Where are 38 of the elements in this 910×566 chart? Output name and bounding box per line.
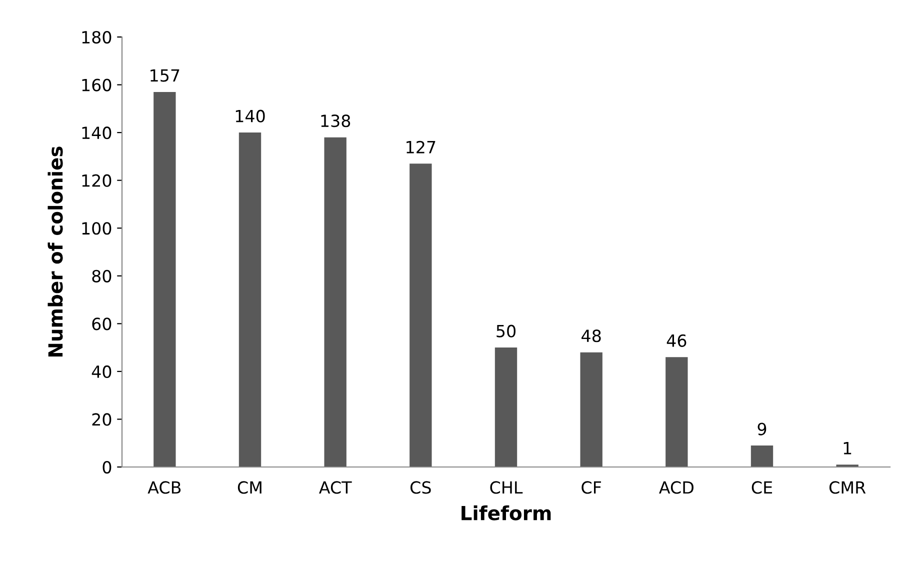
x-axis-title: Lifeform [462,505,551,520]
y-tick-label: 180 [82,30,112,44]
x-tick-label: CMR [829,481,866,494]
y-tick-label: 40 [92,365,112,378]
y-tick-label: 60 [92,318,112,330]
y-tick-label: 160 [82,78,112,92]
y-tick-label: 20 [92,413,112,426]
bar [580,352,602,467]
y-tick-label: 80 [92,270,112,282]
data-label: 127 [406,140,436,154]
y-axis-title: Number of colonies [48,146,63,357]
x-tick-label: CHL [490,481,523,494]
bar [238,132,262,467]
data-label: 9 [758,422,766,436]
x-tick-label: CF [582,481,601,494]
data-label: 140 [236,110,265,122]
y-tick-label: 120 [82,174,112,187]
y-tick-label: 0 [102,460,112,474]
bar [154,92,176,467]
y-tick-label: 140 [82,126,112,140]
x-tick-label: ACB [148,481,181,494]
data-label: 48 [582,330,601,342]
data-label: 157 [150,69,180,82]
bar [494,348,518,467]
x-tick-label: CS [410,481,431,494]
x-tick-label: CM [238,481,262,494]
x-tick-label: CE [752,481,772,494]
bar [750,446,774,467]
bar [324,137,346,467]
x-tick-label: ACD [659,481,694,494]
data-label: 1 [844,442,852,454]
bar [666,357,688,467]
data-label: 50 [496,324,516,338]
data-label: 46 [666,334,686,347]
data-label: 138 [321,114,350,128]
bar [410,164,432,467]
y-tick-label: 100 [82,222,112,235]
x-tick-label: ACT [319,481,352,494]
